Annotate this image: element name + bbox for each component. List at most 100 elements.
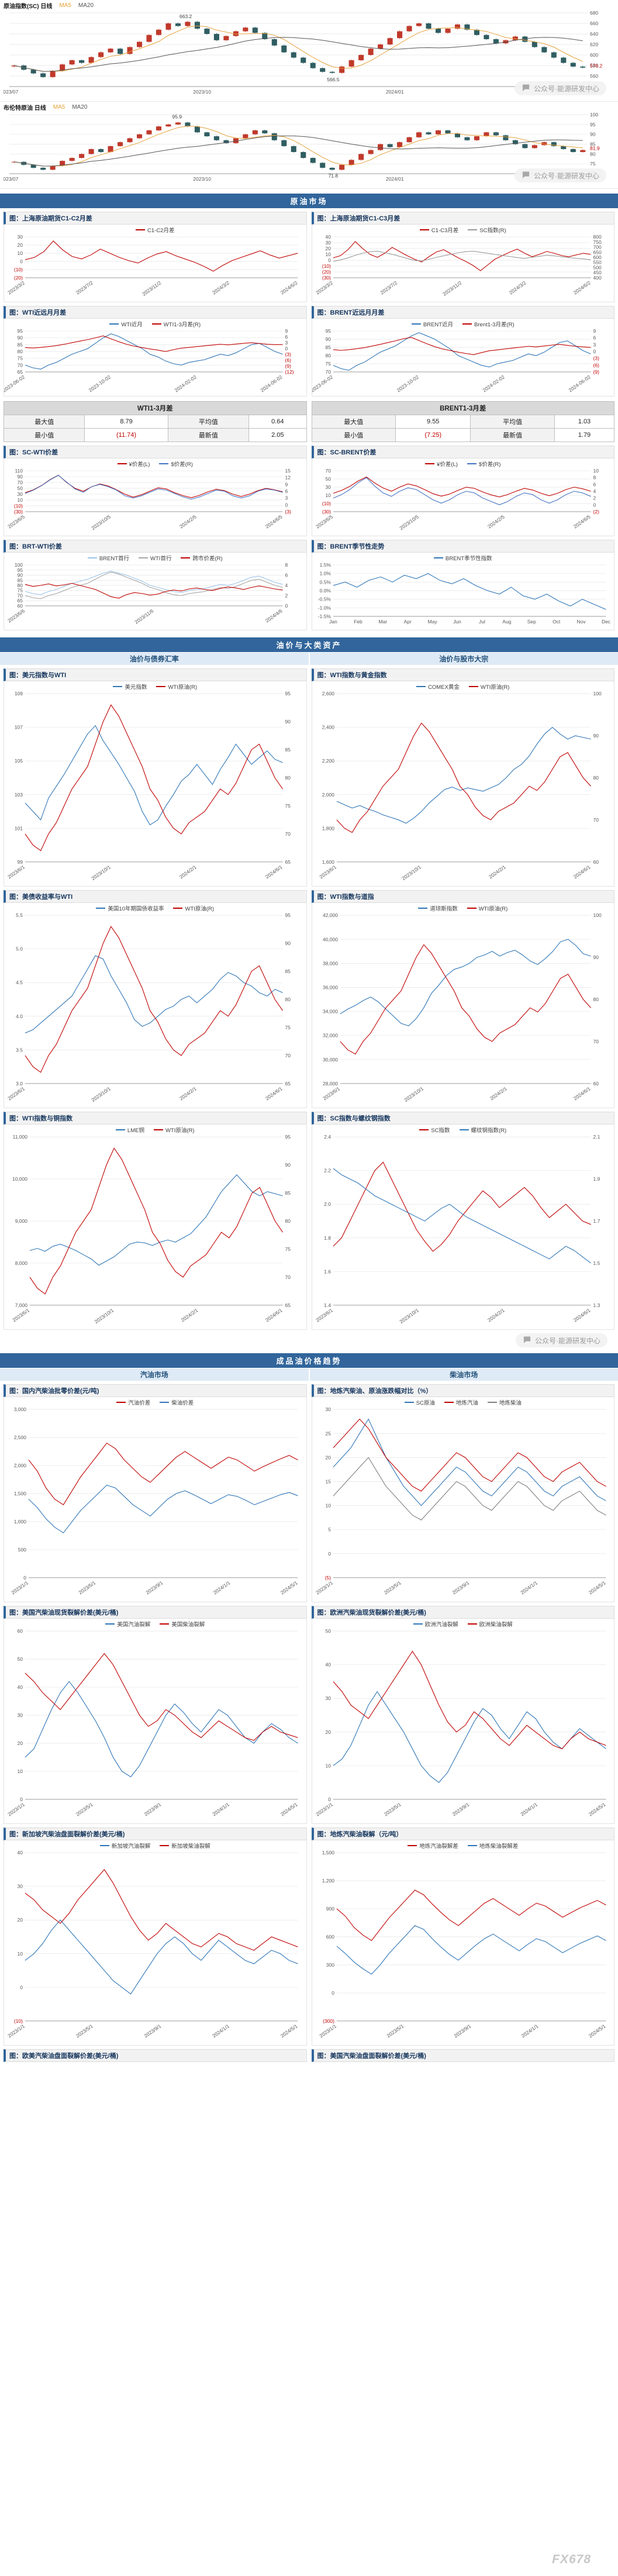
- svg-text:2024/6/2: 2024/6/2: [279, 280, 299, 295]
- svg-text:2,000: 2,000: [14, 1463, 27, 1468]
- svg-text:0: 0: [285, 346, 288, 351]
- svg-text:38,000: 38,000: [323, 960, 338, 966]
- svg-text:2024/2/1: 2024/2/1: [486, 1307, 506, 1323]
- svg-text:34,000: 34,000: [323, 1009, 338, 1015]
- legend-swatch: [160, 1401, 170, 1403]
- svg-text:3: 3: [285, 340, 288, 346]
- crude-chart-grid: 图：上海原油期货C1-C2月差 C1-C2月差 30 20 10 0 (10) (20) 20…: [0, 208, 618, 633]
- legend-label: WTI近月: [121, 321, 143, 328]
- svg-text:30: 30: [325, 1406, 331, 1412]
- stat-label: 最大值: [311, 415, 396, 429]
- svg-text:90: 90: [285, 1162, 291, 1168]
- legend-swatch: [416, 685, 426, 687]
- svg-text:3: 3: [285, 495, 288, 501]
- legend-label: 新加坡柴油裂解: [171, 1843, 210, 1850]
- line-chart: LME铜 WTI原油(R) 11,000 10,000 9,000 8,000 7,000 9…: [4, 1125, 307, 1330]
- chart-canvas: 1009590858075702023/072023/102024/012024…: [1, 112, 600, 182]
- legend-item: C1-C2月差: [136, 226, 174, 234]
- legend-label: ¥价差(L): [437, 461, 458, 468]
- svg-text:2024-02-02: 2024-02-02: [481, 374, 506, 393]
- svg-text:2023/5/1: 2023/5/1: [77, 1580, 96, 1595]
- legend-label: WTI原油(R): [168, 684, 198, 691]
- chart-panel: 图：美国汽柴油盘面裂解价差(美元/桶): [311, 2048, 614, 2062]
- svg-text:85: 85: [18, 577, 23, 583]
- legend-item: 新加坡柴油裂解: [160, 1842, 210, 1850]
- svg-text:2023/6/5: 2023/6/5: [6, 513, 26, 529]
- svg-text:60: 60: [18, 603, 23, 609]
- svg-text:2023/1/1: 2023/1/1: [315, 1801, 334, 1817]
- svg-text:2024/2/5: 2024/2/5: [486, 513, 506, 529]
- svg-text:300: 300: [326, 1962, 334, 1968]
- svg-text:7,000: 7,000: [15, 1302, 28, 1308]
- svg-text:(3): (3): [593, 356, 599, 361]
- legend-item: SC指数: [419, 1126, 450, 1134]
- svg-text:1.4: 1.4: [324, 1302, 331, 1308]
- legend-label: COMEX黄金: [428, 684, 460, 691]
- legend-item: 地炼汽油裂解差: [408, 1842, 458, 1850]
- legend-swatch: [159, 463, 169, 464]
- svg-text:50: 50: [325, 476, 331, 482]
- svg-text:0: 0: [20, 258, 23, 264]
- svg-text:1.5%: 1.5%: [319, 562, 331, 568]
- svg-text:-1.5%: -1.5%: [317, 613, 331, 619]
- section-bar-assets: 油价与大类资产: [0, 637, 618, 652]
- svg-text:2024/5/1: 2024/5/1: [587, 1580, 606, 1595]
- svg-text:2023/10/1: 2023/10/1: [403, 1085, 424, 1103]
- chart-title: 图：美国汽柴油盘面裂解价差(美元/桶): [311, 2049, 614, 2062]
- legend-label: 美国柴油裂解: [171, 1621, 205, 1628]
- svg-text:2024/6/1: 2024/6/1: [572, 1085, 591, 1101]
- legend-swatch: [160, 1623, 170, 1625]
- svg-text:40: 40: [325, 234, 331, 240]
- subheader-bonds-fx: 油价与债券汇率: [0, 653, 310, 665]
- section-bar-crude: 原油市场: [0, 194, 618, 208]
- svg-text:2023/11/6: 2023/11/6: [133, 608, 154, 625]
- legend-item: WTI原油(R): [153, 1126, 195, 1134]
- svg-text:4: 4: [285, 582, 288, 588]
- chart-legend: 美国10年期国债收益率 WTI原油(R): [4, 904, 306, 912]
- svg-text:2,500: 2,500: [14, 1434, 27, 1440]
- chart-title: 图：欧美汽柴油盘面裂解价差(美元/桶): [4, 2049, 307, 2062]
- stat-label: 最大值: [3, 415, 85, 429]
- svg-text:1.3: 1.3: [593, 1302, 600, 1308]
- chart-legend: LME铜 WTI原油(R): [4, 1126, 306, 1134]
- legend-swatch: [151, 323, 161, 325]
- svg-text:30: 30: [18, 491, 23, 497]
- refined-chart-grid: 图：国内汽柴油批零价差(元/吨) 汽油价差 柴油价差 3,000 2,500 2,000…: [0, 1381, 618, 2064]
- chart-title: 图：地炼汽柴油、原油涨跌幅对比（%）: [311, 1384, 614, 1397]
- svg-text:65: 65: [285, 859, 291, 865]
- watermark-text: 公众号·能源研发中心: [534, 171, 599, 180]
- svg-text:0: 0: [23, 1575, 26, 1581]
- svg-text:95: 95: [18, 567, 23, 573]
- svg-text:40,000: 40,000: [323, 936, 338, 942]
- svg-text:15: 15: [285, 468, 291, 474]
- legend-swatch: [467, 463, 477, 464]
- svg-text:(10): (10): [14, 503, 23, 509]
- svg-text:1.6: 1.6: [324, 1268, 331, 1274]
- legend-swatch: [113, 685, 123, 687]
- svg-text:75: 75: [590, 161, 596, 167]
- svg-text:90: 90: [325, 336, 331, 342]
- svg-text:50: 50: [325, 1628, 331, 1634]
- chart-title: 图：BRT-WTI价差: [4, 540, 307, 553]
- svg-text:95.9: 95.9: [172, 113, 182, 119]
- chat-bubble-icon: [523, 1335, 531, 1346]
- chart-panel: 图：国内汽柴油批零价差(元/吨) 汽油价差 柴油价差 3,000 2,500 2,000…: [4, 1383, 307, 1602]
- chart-legend: 汽油价差 柴油价差: [4, 1398, 306, 1406]
- line-chart: COMEX黄金 WTI原油(R) 2,600 2,400 2,200 2,000 1,800…: [311, 681, 614, 887]
- svg-text:95: 95: [285, 1134, 291, 1140]
- svg-text:900: 900: [326, 1906, 334, 1912]
- svg-text:2023/6/1: 2023/6/1: [315, 1307, 334, 1323]
- svg-text:800: 800: [593, 234, 601, 240]
- svg-text:60: 60: [593, 859, 599, 865]
- chart-legend: 新加坡汽油裂解 新加坡柴油裂解: [4, 1842, 306, 1850]
- svg-text:2023/07: 2023/07: [4, 89, 19, 95]
- svg-text:650: 650: [593, 249, 601, 255]
- legend-item: 美国汽油裂解: [105, 1620, 150, 1628]
- watermark: 公众号·能源研发中心: [516, 1333, 607, 1347]
- svg-text:30,000: 30,000: [323, 1057, 338, 1063]
- chart-panel: 图：SC-BRENT价差 ¥价差(L) $价差(R) 70 50 30 10 (10) (30…: [311, 444, 614, 536]
- chart-legend: ¥价差(L) $价差(R): [312, 460, 614, 468]
- legend-swatch: [408, 1844, 417, 1846]
- chart-title: 图：国内汽柴油批零价差(元/吨): [4, 1384, 307, 1397]
